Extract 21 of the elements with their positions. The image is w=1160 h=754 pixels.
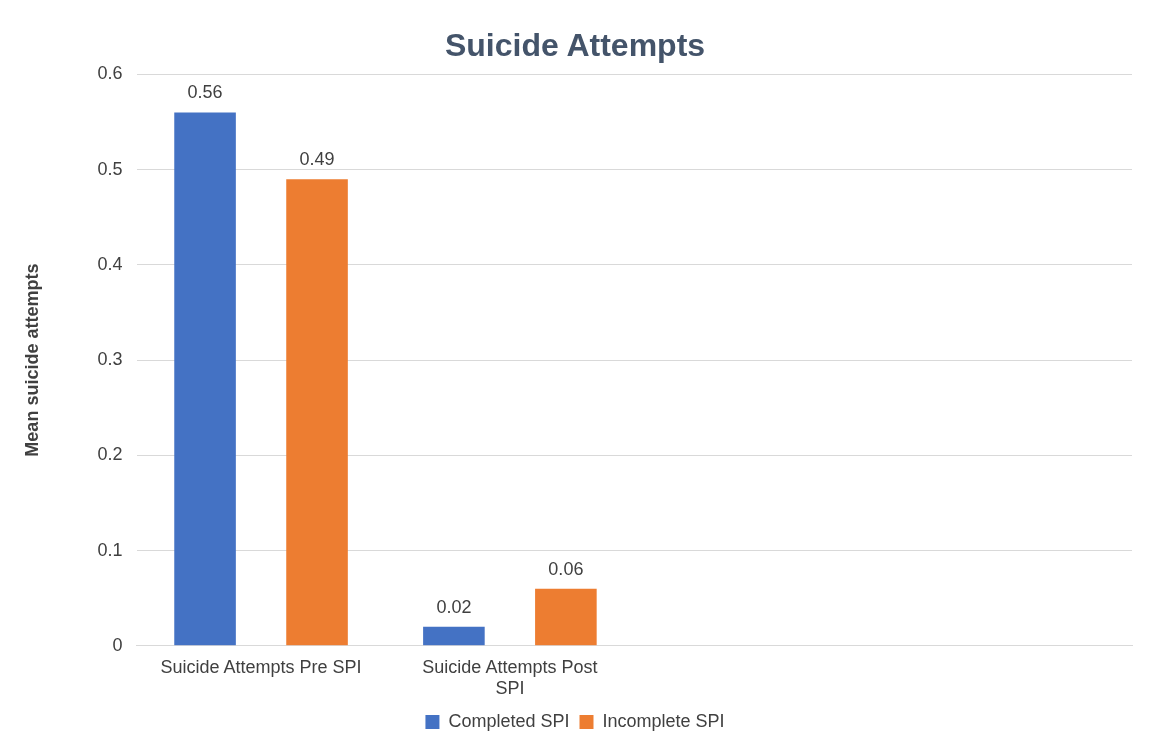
- y-tick-label: 0.6: [97, 63, 123, 84]
- bar: [174, 112, 236, 646]
- data-label: 0.49: [299, 149, 335, 170]
- bar: [286, 179, 348, 646]
- y-axis-title: Mean suicide attempts: [21, 263, 42, 457]
- y-tick-label: 0.5: [97, 158, 123, 179]
- data-label: 0.56: [187, 82, 223, 103]
- y-tick-label: 0.1: [97, 539, 123, 560]
- y-tick-label: 0.3: [97, 349, 123, 370]
- chart-title: Suicide Attempts: [444, 27, 706, 64]
- y-tick-label: 0: [112, 634, 123, 655]
- x-tick-label: Suicide Attempts Pre SPI: [160, 656, 362, 677]
- legend-label: Completed SPI: [448, 710, 570, 731]
- bar: [423, 626, 485, 646]
- y-tick-label: 0.4: [97, 253, 123, 274]
- data-label: 0.02: [436, 596, 472, 617]
- data-label: 0.06: [548, 558, 584, 579]
- y-tick-label: 0.2: [97, 444, 123, 465]
- x-tick-label: Suicide Attempts Post SPI: [422, 656, 598, 699]
- bar: [535, 588, 597, 646]
- legend-label: Incomplete SPI: [602, 710, 725, 731]
